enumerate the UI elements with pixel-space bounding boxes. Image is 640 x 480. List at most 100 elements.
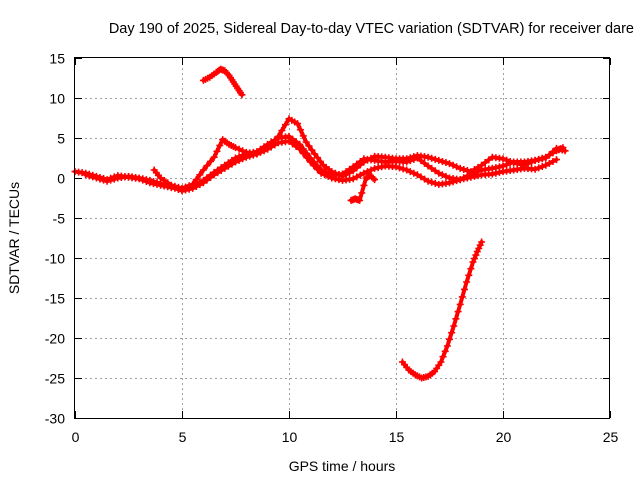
data-point (178, 184, 186, 192)
data-point (271, 136, 279, 144)
data-point (443, 342, 451, 350)
data-point (421, 175, 429, 183)
data-point (346, 169, 354, 177)
data-point (439, 353, 447, 361)
data-point (214, 169, 222, 177)
data-point (369, 174, 377, 182)
data-point (299, 132, 307, 140)
series-satellite-track-D (199, 65, 246, 99)
data-point (238, 91, 246, 99)
data-point (524, 160, 532, 168)
data-point (289, 140, 297, 148)
data-point (302, 138, 310, 146)
data-point (314, 154, 322, 162)
data-point (100, 176, 108, 184)
data-point (157, 174, 165, 182)
data-point (470, 255, 478, 263)
data-point (232, 158, 239, 166)
data-point (358, 189, 366, 197)
data-point (353, 173, 361, 181)
data-point (167, 181, 175, 189)
data-point (235, 156, 243, 164)
data-point (317, 169, 325, 177)
data-point (349, 167, 357, 175)
data-point (253, 150, 261, 158)
data-point (349, 175, 357, 183)
data-point (460, 165, 468, 173)
data-point (456, 164, 464, 172)
data-point (371, 176, 379, 184)
y-tick-label: -5 (53, 211, 66, 227)
data-point (363, 156, 371, 164)
data-point (224, 162, 232, 170)
data-point (458, 293, 466, 301)
data-point (421, 159, 429, 167)
data-point (360, 158, 368, 166)
y-tick-label: -15 (45, 291, 65, 307)
y-tick-label: -30 (45, 411, 65, 427)
data-point (446, 335, 453, 343)
data-point (473, 248, 481, 256)
data-point (217, 167, 225, 175)
series-satellite-track-C (150, 115, 569, 192)
y-tick-label: 5 (57, 131, 65, 147)
data-point (267, 140, 275, 148)
data-point (278, 127, 286, 135)
data-point (403, 155, 411, 163)
data-point (424, 162, 432, 170)
data-point (528, 158, 536, 166)
data-point (210, 171, 218, 179)
data-point (228, 160, 236, 168)
data-point (442, 159, 450, 167)
data-point (342, 171, 350, 179)
data-point (450, 322, 458, 330)
data-point (452, 315, 460, 323)
data-point (110, 175, 118, 183)
data-point (437, 358, 445, 366)
data-point (216, 141, 224, 149)
data-point (296, 126, 304, 134)
data-point (305, 142, 313, 150)
x-axis-label: GPS time / hours (289, 458, 396, 474)
data-point (189, 180, 197, 188)
data-point (281, 121, 289, 129)
data-point (428, 154, 436, 162)
data-point (449, 178, 457, 186)
data-point (164, 179, 172, 187)
data-point (360, 181, 368, 189)
data-point (431, 155, 439, 163)
data-point (448, 329, 456, 337)
data-point (182, 183, 190, 191)
data-point (446, 179, 453, 187)
data-point (299, 149, 307, 157)
series-satellite-track-F (347, 172, 379, 204)
data-point (292, 143, 300, 151)
data-point (353, 164, 361, 172)
data-point (531, 165, 539, 173)
y-tick-label: -25 (45, 371, 65, 387)
data-point (303, 154, 311, 162)
y-tick-label: -10 (45, 251, 65, 267)
axis-ticks: -30 -25 -20 -15 -10 -5 0 5 10 15 0 5 10 15 20 25 (45, 51, 619, 446)
data-series (71, 65, 569, 382)
data-point (545, 159, 553, 167)
data-point (469, 258, 477, 266)
data-point (316, 157, 324, 165)
data-point (465, 271, 473, 279)
data-point (410, 169, 418, 177)
data-point (478, 161, 486, 169)
data-point (456, 300, 464, 308)
data-point (506, 157, 514, 165)
data-point (199, 166, 207, 174)
data-point (403, 166, 411, 174)
data-point (428, 178, 436, 186)
data-point (294, 120, 302, 128)
data-point (406, 168, 414, 176)
data-point (453, 163, 461, 171)
data-point (431, 179, 439, 187)
data-point (107, 176, 115, 184)
data-point (203, 176, 211, 184)
data-point (239, 147, 247, 155)
data-point (356, 196, 364, 204)
data-point (306, 158, 314, 166)
